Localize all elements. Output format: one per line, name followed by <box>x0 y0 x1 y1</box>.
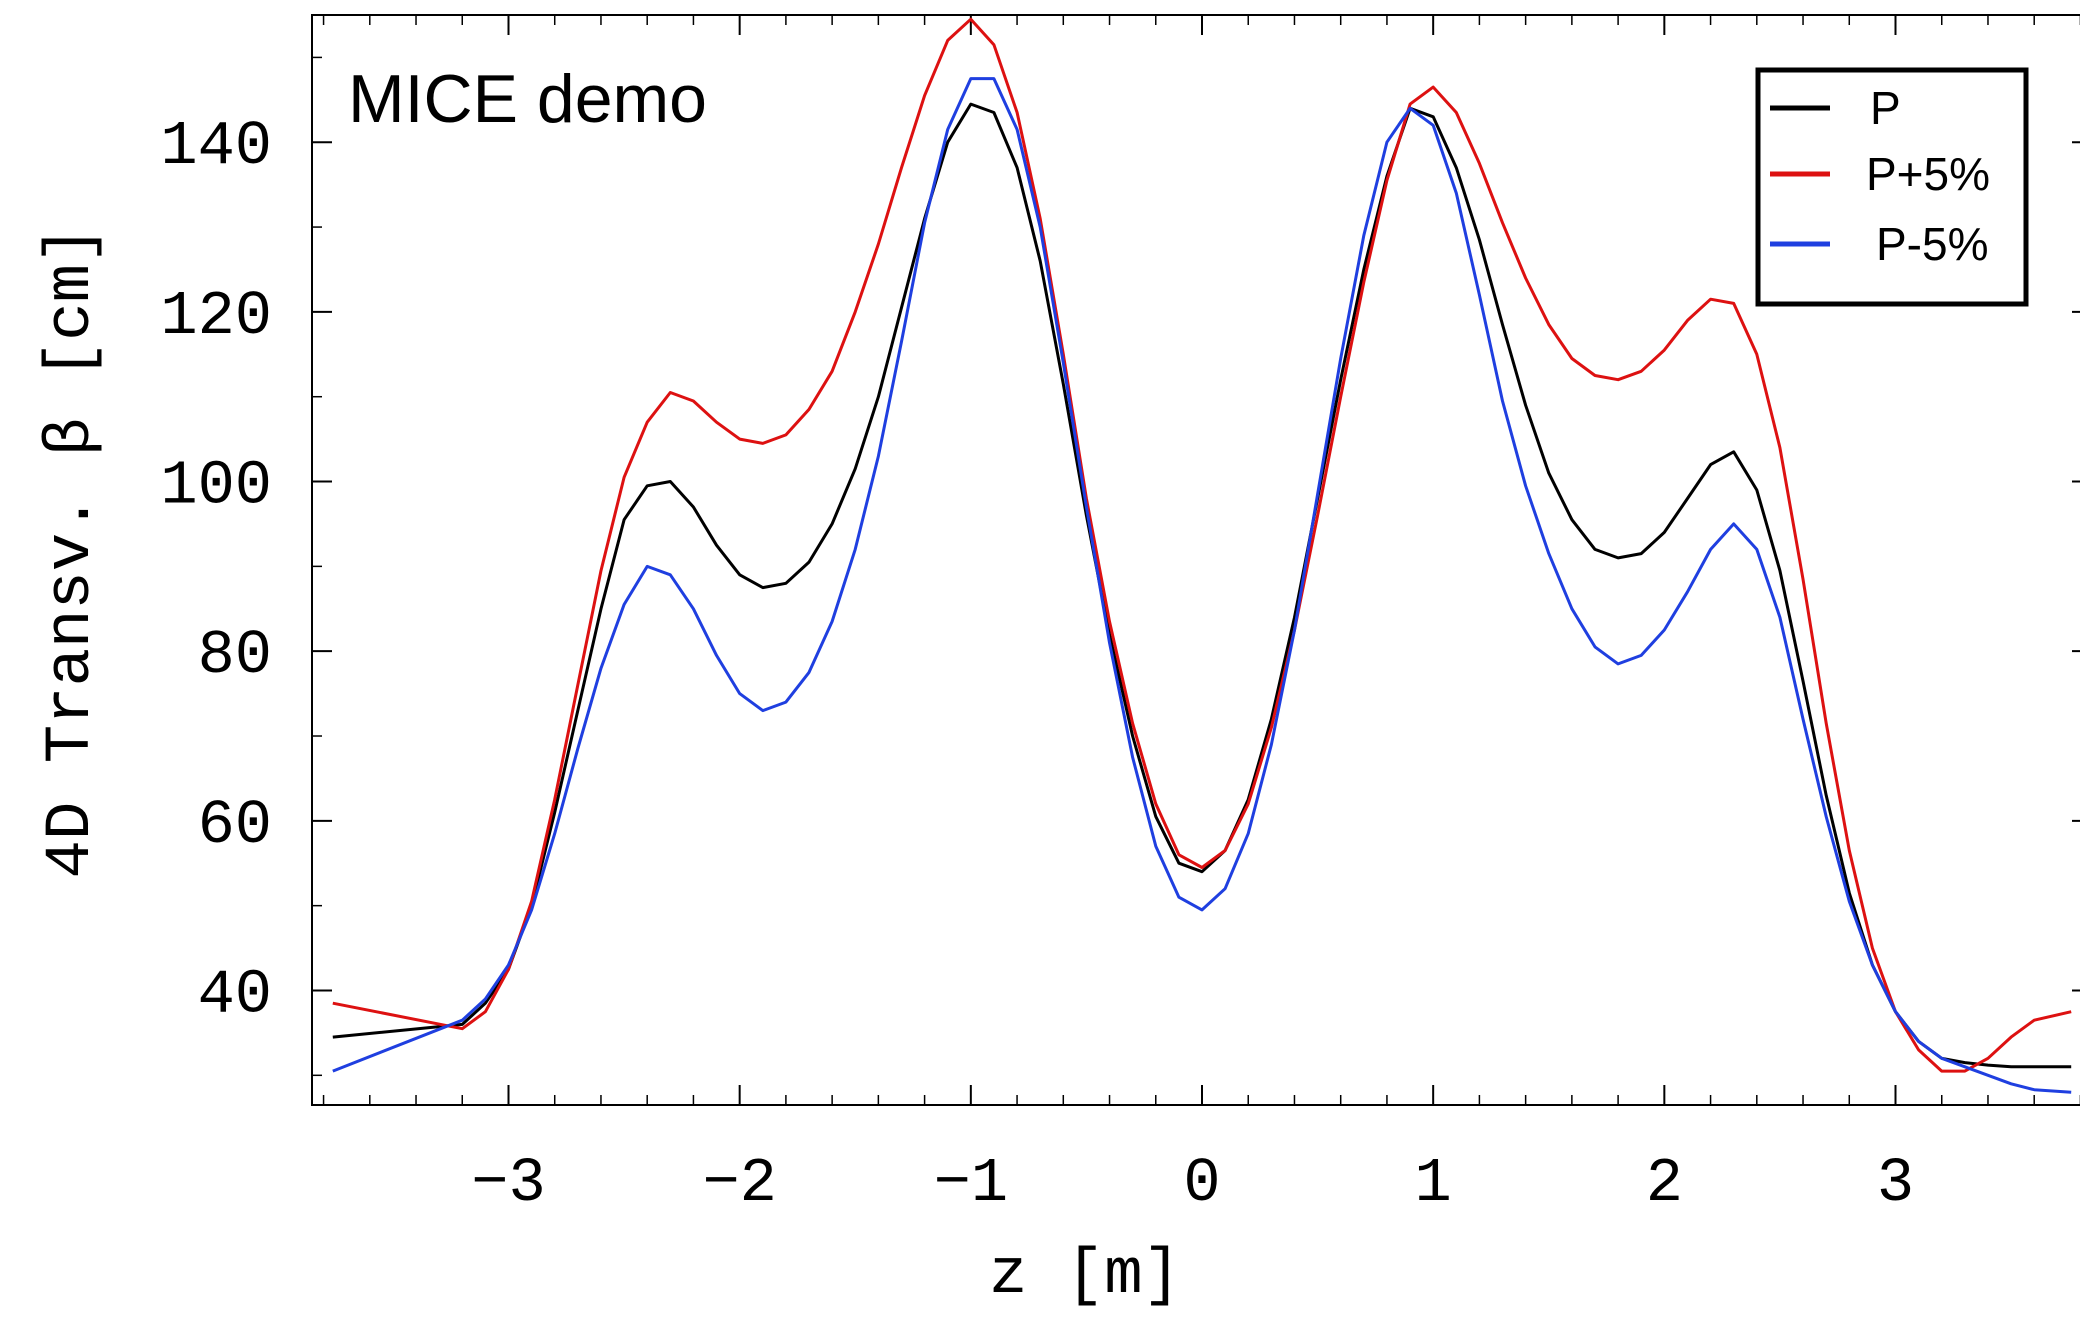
x-tick-label: −1 <box>934 1148 1008 1219</box>
x-tick-label: 2 <box>1646 1148 1683 1219</box>
series-lines <box>332 17 2072 1094</box>
y-tick-label: 40 <box>198 959 272 1030</box>
y-tick-label: 100 <box>160 451 272 522</box>
legend-label-pplus5pct: P+5% <box>1866 148 1990 200</box>
tick-labels: −3 −2 −1 0 1 2 3 40 60 80 100 120 140 <box>160 111 1914 1219</box>
y-tick-label: 60 <box>198 790 272 861</box>
legend-label-p: P <box>1870 82 1901 134</box>
x-tick-label: 0 <box>1183 1148 1220 1219</box>
series-line-pplus5pct <box>332 17 2072 1073</box>
y-axis-label: 4D Transv. β [cm] <box>36 226 108 879</box>
x-tick-label: 3 <box>1877 1148 1914 1219</box>
legend-label-pminus5pct: P-5% <box>1876 218 1988 270</box>
x-tick-label: −2 <box>702 1148 776 1219</box>
chart-annotation: MICE demo <box>348 61 707 137</box>
y-tick-label: 120 <box>160 281 272 352</box>
legend: P P+5% P-5% <box>1755 67 2029 307</box>
y-tick-label: 80 <box>198 620 272 691</box>
plot-frame <box>311 14 2080 1106</box>
x-axis-label: z [m] <box>989 1240 1181 1312</box>
x-tick-label: −3 <box>471 1148 545 1219</box>
y-tick-label: 140 <box>160 111 272 182</box>
x-tick-label: 1 <box>1415 1148 1452 1219</box>
series-line-pminus5pct <box>332 77 2072 1094</box>
